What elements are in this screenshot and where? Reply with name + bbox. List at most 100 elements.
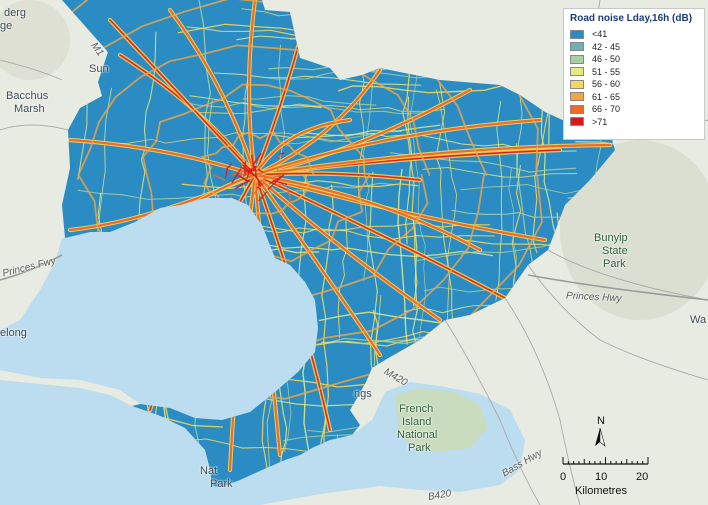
road-segment [235, 174, 251, 183]
road-segment [253, 118, 542, 177]
road-segment [275, 44, 285, 174]
legend-swatch [570, 92, 584, 102]
place-label-geelong: elong [0, 327, 27, 339]
park-label-bunyip-park: Park [603, 258, 626, 270]
road-segment [271, 174, 283, 179]
legend-label: 46 - 50 [592, 54, 621, 65]
road-segment [320, 184, 334, 444]
scale-tick-0: 0 [560, 471, 567, 483]
road-segment [254, 173, 421, 181]
scale-tick-10: 10 [595, 471, 608, 483]
road-segment [181, 180, 419, 190]
legend-swatch [570, 117, 584, 127]
road-segment [254, 174, 506, 299]
legend-item: 66 - 70 [570, 103, 698, 116]
french-island [395, 388, 488, 452]
legend-swatch [570, 29, 584, 39]
road-segment [255, 177, 267, 186]
road-segment [495, 101, 503, 301]
road-segment [253, 143, 612, 177]
road-segment [408, 58, 427, 338]
place-label-ings: ngs [354, 388, 372, 400]
park-label-national: National [397, 429, 438, 441]
terrain-shading [560, 140, 708, 320]
road-segment [254, 165, 257, 178]
road-segment [240, 159, 243, 175]
place-label-sunbury: Sun [89, 63, 109, 75]
legend: Road noise Lday,16h (dB) <41 42 - 45 46 - … [563, 8, 705, 140]
legend-label: 56 - 60 [592, 79, 621, 90]
road-segment [253, 68, 382, 177]
road-segment [460, 184, 587, 195]
park-label-bunyip-state: State [602, 245, 628, 257]
road-segment [257, 168, 264, 173]
scale-unit-label: Kilometres [575, 485, 627, 497]
road-segment [252, 152, 262, 167]
north-label: N [597, 415, 605, 427]
place-label-nat: Nat [200, 465, 218, 477]
road-segment [189, 95, 322, 109]
port-phillip-bay [0, 198, 318, 420]
place-label-derg: derg [4, 7, 27, 19]
north-arrow-icon [595, 427, 606, 447]
legend-swatch [570, 54, 584, 64]
legend-item: >71 [570, 116, 698, 129]
place-label-bacchus: Bacchus [6, 90, 49, 102]
legend-item: <41 [570, 28, 698, 41]
road-segment [267, 175, 283, 190]
legend-label: >71 [592, 116, 608, 127]
road-segment [200, 130, 315, 215]
legend-item: 61 - 65 [570, 91, 698, 104]
place-label-ge: ge [0, 20, 13, 32]
legend-item: 42 - 45 [570, 41, 698, 54]
park-label-french: French [399, 403, 434, 415]
legend-label: 51 - 55 [592, 66, 621, 77]
road-segment [213, 174, 226, 181]
road-segment [397, 168, 408, 345]
road-segment [246, 167, 251, 179]
park-label-island: Island [402, 416, 432, 428]
road-segment [251, 180, 266, 197]
road-segment [247, 0, 257, 177]
road-segment [422, 167, 578, 178]
legend-swatch [570, 104, 584, 114]
western-port-ocean [0, 380, 525, 505]
legend-swatch [570, 67, 584, 77]
terrain-shading [0, 0, 70, 80]
legend-swatch [570, 79, 584, 89]
road-segment [142, 83, 371, 264]
park-label-park: Park [408, 442, 431, 454]
legend-label: 61 - 65 [592, 91, 621, 102]
road-segment [244, 160, 247, 175]
road-segment [77, 182, 395, 200]
road-segment [253, 173, 442, 322]
road-segment [279, 152, 285, 155]
road-segment [286, 188, 292, 203]
legend-item: 46 - 50 [570, 53, 698, 66]
road-segment [226, 163, 233, 170]
scale-bar [562, 457, 649, 465]
place-label-nat-park: Park [210, 478, 233, 490]
legend-label: 42 - 45 [592, 41, 621, 52]
park-label-bunyip: Bunyip [594, 232, 628, 244]
road-segment [409, 211, 419, 350]
place-label-wa: Wa [690, 314, 707, 326]
road-segment [254, 172, 269, 178]
road-segment [253, 173, 482, 252]
road-segment [231, 168, 242, 184]
legend-label: 66 - 70 [592, 104, 621, 115]
legend-label: <41 [592, 29, 608, 40]
legend-item: 51 - 55 [570, 66, 698, 79]
road-segment [242, 95, 377, 106]
place-label-marsh: Marsh [14, 103, 45, 115]
road-segment [254, 39, 301, 176]
road-segment [293, 124, 441, 137]
legend-item: 56 - 60 [570, 78, 698, 91]
legend-swatch [570, 42, 584, 52]
road-segment [168, 8, 257, 177]
road-segment [272, 180, 288, 185]
road-segment [253, 173, 547, 242]
road-segment [402, 54, 418, 307]
road-segment [255, 175, 262, 187]
road-segment [253, 173, 382, 357]
